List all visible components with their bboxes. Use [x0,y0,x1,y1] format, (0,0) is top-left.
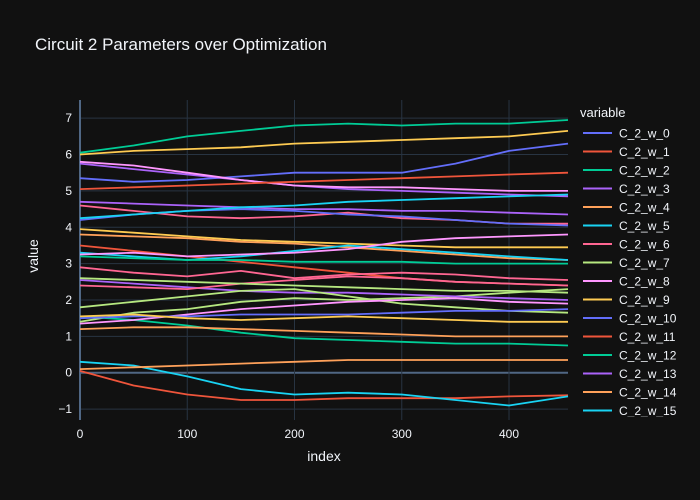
x-tick-label: 100 [177,427,197,441]
series-line-C_2_w_0[interactable] [79,142,569,183]
series-line-C_2_w_22[interactable] [79,255,568,265]
y-axis-title: value [25,239,41,273]
series-line-C_2_w_8[interactable] [79,160,568,192]
legend-label: C_2_w_8 [619,275,670,289]
series-line-C_2_w_27[interactable] [79,277,569,294]
series-line-C_2_w_17[interactable] [79,288,569,314]
series-line-C_2_w_4[interactable] [79,233,569,261]
legend-item-C_2_w_12[interactable]: C_2_w_12 [583,349,677,363]
legend-item-C_2_w_14[interactable]: C_2_w_14 [583,386,677,400]
legend-label: C_2_w_3 [619,182,670,196]
series-line-C_2_w_12[interactable] [79,315,569,347]
y-tick-label: 3 [65,257,72,271]
legend-item-C_2_w_7[interactable]: C_2_w_7 [583,256,670,270]
y-tick-label: 5 [65,184,72,198]
series-line-C_2_w_26[interactable] [79,275,569,291]
y-tick-label: 6 [65,148,72,162]
chart-title: Circuit 2 Parameters over Optimization [35,35,327,54]
y-tick-label: 0 [65,366,72,380]
legend-label: C_2_w_11 [619,330,676,344]
y-tick-label: 4 [65,220,72,234]
series-line-C_2_w_7[interactable] [79,288,569,323]
x-tick-label: 0 [77,427,84,441]
legend-item-C_2_w_0[interactable]: C_2_w_0 [583,127,670,141]
legend-label: C_2_w_13 [619,367,677,381]
legend-label: C_2_w_2 [619,164,670,178]
legend-label: C_2_w_9 [619,293,670,307]
legend-item-C_2_w_1[interactable]: C_2_w_1 [583,145,670,159]
series-line-C_2_w_23[interactable] [79,200,569,216]
series-line-C_2_w_25[interactable] [79,193,569,220]
series-line-C_2_w_5[interactable] [79,360,569,407]
y-tick-label: 1 [65,329,72,343]
series-line-C_2_w_16[interactable] [79,266,569,281]
legend-label: C_2_w_7 [619,256,670,270]
legend-title: variable [580,105,626,120]
series-line-C_2_w_14[interactable] [79,326,568,338]
legend-item-C_2_w_4[interactable]: C_2_w_4 [583,201,670,215]
series-line-C_2_w_21[interactable] [79,171,569,190]
legend-item-C_2_w_11[interactable]: C_2_w_11 [583,330,676,344]
legend-item-C_2_w_8[interactable]: C_2_w_8 [583,275,670,289]
y-tick-label: 2 [65,293,72,307]
legend-item-C_2_w_6[interactable]: C_2_w_6 [583,238,670,252]
x-axis-title: index [307,448,340,464]
legend-clip [575,417,700,457]
series-line-C_2_w_29[interactable] [79,313,568,323]
grid [79,100,568,420]
y-tick-label: −1 [58,402,72,416]
legend-label: C_2_w_1 [619,145,670,159]
legend-item-C_2_w_5[interactable]: C_2_w_5 [583,219,670,233]
series-line-C_2_w_19[interactable] [79,228,568,249]
legend-label: C_2_w_15 [619,404,677,418]
series-line-C_2_w_1[interactable] [79,370,569,401]
legend-label: C_2_w_12 [619,349,677,363]
legend-item-C_2_w_13[interactable]: C_2_w_13 [583,367,677,381]
series-line-C_2_w_24[interactable] [79,359,568,370]
legend-label: C_2_w_10 [619,312,677,326]
series-line-C_2_w_9[interactable] [79,130,569,156]
y-tick-labels: −1 0 1 2 3 4 5 6 7 [58,111,72,416]
legend-item-C_2_w_3[interactable]: C_2_w_3 [583,182,670,196]
x-tick-label: 300 [392,427,412,441]
legend-item-C_2_w_2[interactable]: C_2_w_2 [583,164,670,178]
legend-label: C_2_w_5 [619,219,670,233]
legend-label: C_2_w_6 [619,238,670,252]
series-lines [79,119,569,407]
legend-label: C_2_w_14 [619,386,677,400]
legend-item-C_2_w_9[interactable]: C_2_w_9 [583,293,670,307]
legend-item-C_2_w_10[interactable]: C_2_w_10 [583,312,677,326]
legend-item-C_2_w_15[interactable]: C_2_w_15 [583,404,677,418]
x-tick-labels: 0 100 200 300 400 [77,427,520,441]
y-tick-label: 7 [65,111,72,125]
x-tick-label: 200 [284,427,304,441]
legend-label: C_2_w_4 [619,201,670,215]
legend[interactable]: C_2_w_0 C_2_w_1 C_2_w_2 C_2_w_3 C_2_w_4 C_2_w… [575,127,700,458]
series-line-C_2_w_28[interactable] [79,233,569,258]
series-line-C_2_w_2[interactable] [79,119,569,154]
x-tick-label: 400 [499,427,519,441]
legend-label: C_2_w_0 [619,127,670,141]
